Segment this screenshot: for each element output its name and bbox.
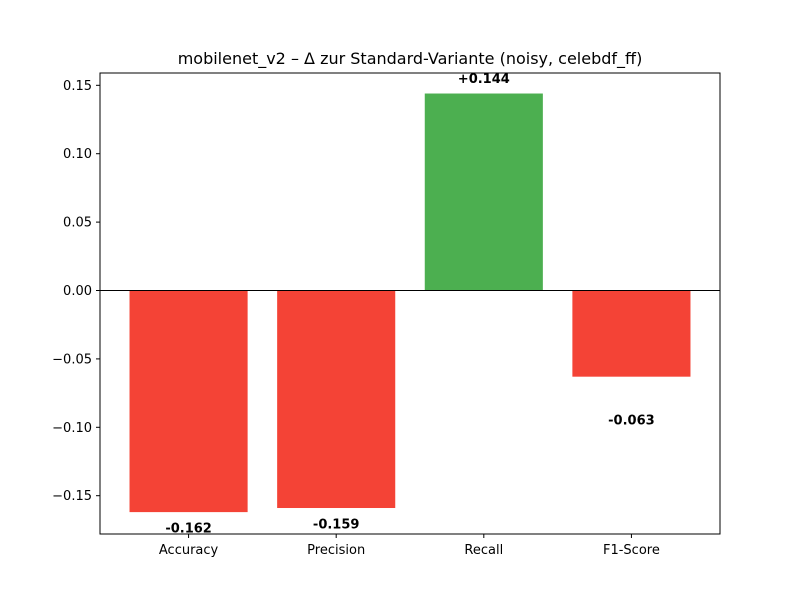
data-label: +0.144 — [458, 72, 510, 87]
x-tick-label: F1-Score — [603, 543, 660, 558]
y-tick-label: 0.05 — [63, 216, 92, 231]
y-tick-label: −0.15 — [52, 489, 92, 504]
bar-accuracy — [129, 290, 248, 513]
x-tick-label: Recall — [464, 543, 503, 558]
y-tick-label: −0.05 — [52, 352, 92, 367]
chart-title: mobilenet_v2 – Δ zur Standard-Variante (… — [178, 49, 643, 69]
plot-area: 0.15 0.10 0.05 0.00 −0.05 −0.10 −0.15 Accuracy P… — [52, 72, 721, 558]
x-tick-label: Precision — [307, 543, 365, 558]
x-tick-label: Accuracy — [159, 543, 219, 558]
y-tick-label: 0.00 — [63, 284, 92, 299]
axes-frame — [99, 72, 721, 535]
bar-recall — [424, 93, 543, 291]
bar-precision — [277, 290, 396, 509]
data-label: -0.063 — [608, 414, 655, 429]
data-label: -0.159 — [313, 518, 360, 533]
y-tick-label: 0.10 — [63, 147, 92, 162]
y-tick-label: 0.15 — [63, 79, 92, 94]
bar-f1-score — [572, 290, 691, 377]
y-tick-label: −0.10 — [52, 421, 92, 436]
data-label: -0.162 — [165, 522, 212, 537]
